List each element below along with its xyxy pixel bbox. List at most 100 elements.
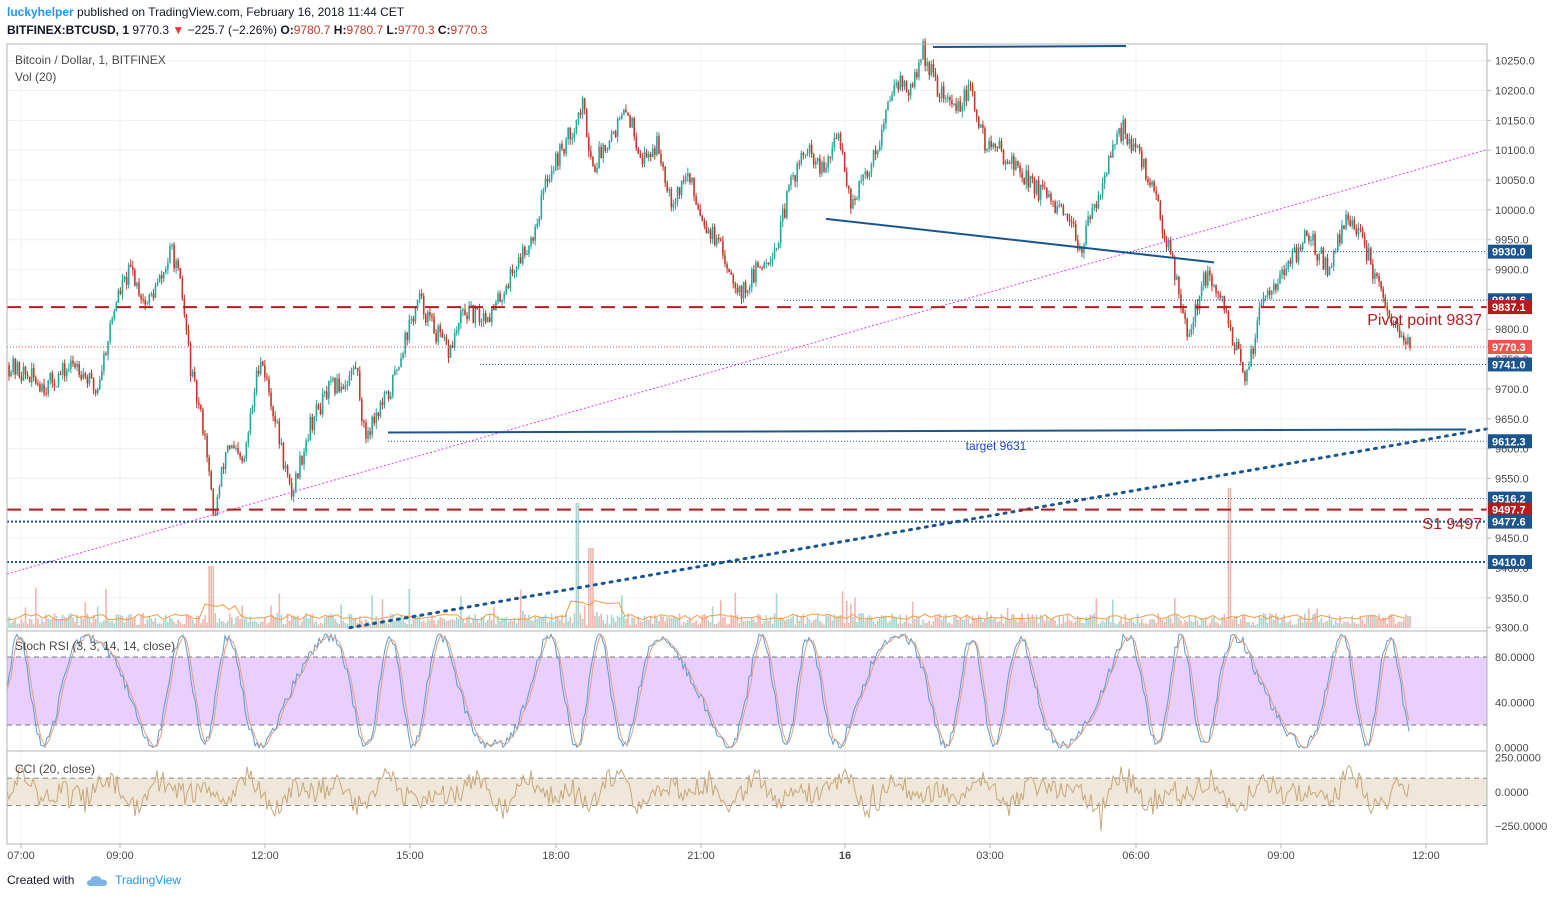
candle-body-170 bbox=[358, 371, 361, 400]
volume-bar-519 bbox=[1079, 617, 1081, 628]
volume-bar-570 bbox=[1184, 619, 1186, 628]
volume-bar-651 bbox=[1351, 615, 1354, 628]
volume-bar-348 bbox=[726, 624, 728, 628]
volume-bar-627 bbox=[1301, 622, 1304, 628]
candle-body-36 bbox=[82, 373, 85, 380]
volume-bar-344 bbox=[717, 621, 720, 628]
candle-body-246 bbox=[515, 266, 518, 273]
candle-body-175 bbox=[369, 431, 371, 435]
candle-body-269 bbox=[563, 148, 565, 154]
candle-body-281 bbox=[587, 137, 590, 152]
candle-body-444 bbox=[924, 41, 926, 66]
volume-bar-268 bbox=[561, 614, 563, 628]
volume-bar-127 bbox=[270, 605, 272, 628]
candle-body-612 bbox=[1270, 290, 1273, 295]
candle-body-614 bbox=[1275, 283, 1277, 290]
tradingview-link[interactable]: TradingView bbox=[115, 873, 182, 887]
volume-bar-413 bbox=[860, 613, 862, 628]
candle-body-395 bbox=[823, 162, 825, 172]
candle-body-311 bbox=[649, 153, 652, 157]
candle-body-610 bbox=[1266, 290, 1269, 296]
volume-bar-512 bbox=[1064, 622, 1067, 628]
candle-body-264 bbox=[552, 170, 555, 172]
candle-body-408 bbox=[850, 188, 852, 209]
volume-bar-351 bbox=[732, 616, 735, 628]
candle-body-306 bbox=[639, 153, 642, 158]
candle-body-189 bbox=[398, 367, 400, 370]
volume-bar-125 bbox=[266, 624, 268, 628]
chart-canvas[interactable]: 10250.0 10200.0 10150.0 10100.0 10050.0 10000… bbox=[0, 0, 1554, 866]
volume-bar-118 bbox=[251, 621, 254, 628]
volume-bar-148 bbox=[313, 622, 316, 628]
volume-bar-189 bbox=[398, 618, 400, 628]
candle-body-71 bbox=[154, 285, 157, 298]
candle-body-507 bbox=[1054, 201, 1056, 213]
volume-ma-line bbox=[6, 599, 1406, 622]
candle-body-634 bbox=[1316, 254, 1318, 261]
candle-body-39 bbox=[88, 372, 91, 384]
volume-bar-16 bbox=[41, 619, 43, 628]
volume-bar-63 bbox=[138, 624, 140, 628]
candle-body-590 bbox=[1225, 310, 1228, 312]
candle-body-350 bbox=[730, 272, 732, 275]
candle-body-585 bbox=[1215, 285, 1217, 293]
volume-bar-466 bbox=[969, 623, 972, 628]
candle-body-65 bbox=[142, 299, 144, 301]
candle-body-368 bbox=[767, 262, 770, 264]
volume-bar-277 bbox=[579, 613, 582, 628]
candle-body-331 bbox=[691, 177, 693, 183]
volume-bar-584 bbox=[1213, 616, 1215, 628]
volume-bar-443 bbox=[922, 619, 924, 628]
volume-bar-474 bbox=[986, 611, 988, 628]
volume-bar-359 bbox=[748, 621, 751, 628]
candle-body-349 bbox=[728, 268, 730, 273]
price-tick-label-7: 9900.0 bbox=[1495, 265, 1529, 277]
volume-bar-374 bbox=[779, 616, 782, 628]
volume-bar-532 bbox=[1105, 619, 1108, 628]
author-link[interactable]: luckyhelper bbox=[7, 5, 74, 19]
candle-body-593 bbox=[1231, 327, 1234, 345]
volume-bar-179 bbox=[377, 620, 380, 628]
candle-body-40 bbox=[90, 372, 93, 379]
candle-body-333 bbox=[695, 196, 697, 205]
volume-bar-227 bbox=[476, 620, 479, 628]
candle-body-132 bbox=[280, 443, 283, 445]
volume-bar-664 bbox=[1378, 614, 1380, 628]
volume-bar-165 bbox=[348, 613, 351, 628]
volume-bar-256 bbox=[536, 618, 539, 628]
volume-bar-40 bbox=[90, 623, 93, 628]
candle-body-318 bbox=[664, 166, 666, 183]
candle-body-230 bbox=[482, 313, 485, 321]
candle-body-293 bbox=[612, 131, 615, 134]
volume-bar-269 bbox=[563, 622, 565, 628]
volume-bar-433 bbox=[901, 623, 904, 628]
candle-body-403 bbox=[839, 133, 842, 149]
time-tick-label-6: 16 bbox=[839, 850, 851, 862]
candle-body-178 bbox=[375, 412, 378, 424]
candle-body-510 bbox=[1060, 204, 1063, 206]
candle-body-131 bbox=[278, 421, 281, 444]
candle-body-12 bbox=[32, 368, 35, 378]
candle-body-162 bbox=[342, 386, 345, 389]
volume-bar-401 bbox=[835, 617, 838, 628]
volume-bar-486 bbox=[1010, 614, 1013, 628]
volume-bar-593 bbox=[1231, 619, 1234, 628]
volume-bar-356 bbox=[742, 620, 745, 628]
candle-body-660 bbox=[1369, 248, 1372, 265]
candle-body-77 bbox=[167, 263, 169, 270]
candle-body-310 bbox=[647, 153, 650, 158]
candle-body-557 bbox=[1157, 194, 1160, 202]
volume-bar-458 bbox=[953, 616, 955, 628]
candle-body-17 bbox=[43, 384, 45, 394]
volume-bar-100 bbox=[214, 613, 217, 628]
candle-body-587 bbox=[1219, 293, 1221, 298]
candle-body-104 bbox=[222, 466, 225, 469]
volume-bar-399 bbox=[831, 620, 834, 628]
candle-body-10 bbox=[28, 376, 31, 383]
volume-bar-641 bbox=[1330, 619, 1333, 628]
volume-bar-525 bbox=[1091, 615, 1094, 628]
candle-body-148 bbox=[313, 416, 316, 430]
volume-bar-121 bbox=[257, 623, 260, 628]
candle-body-172 bbox=[363, 421, 365, 423]
candle-body-97 bbox=[208, 457, 210, 472]
